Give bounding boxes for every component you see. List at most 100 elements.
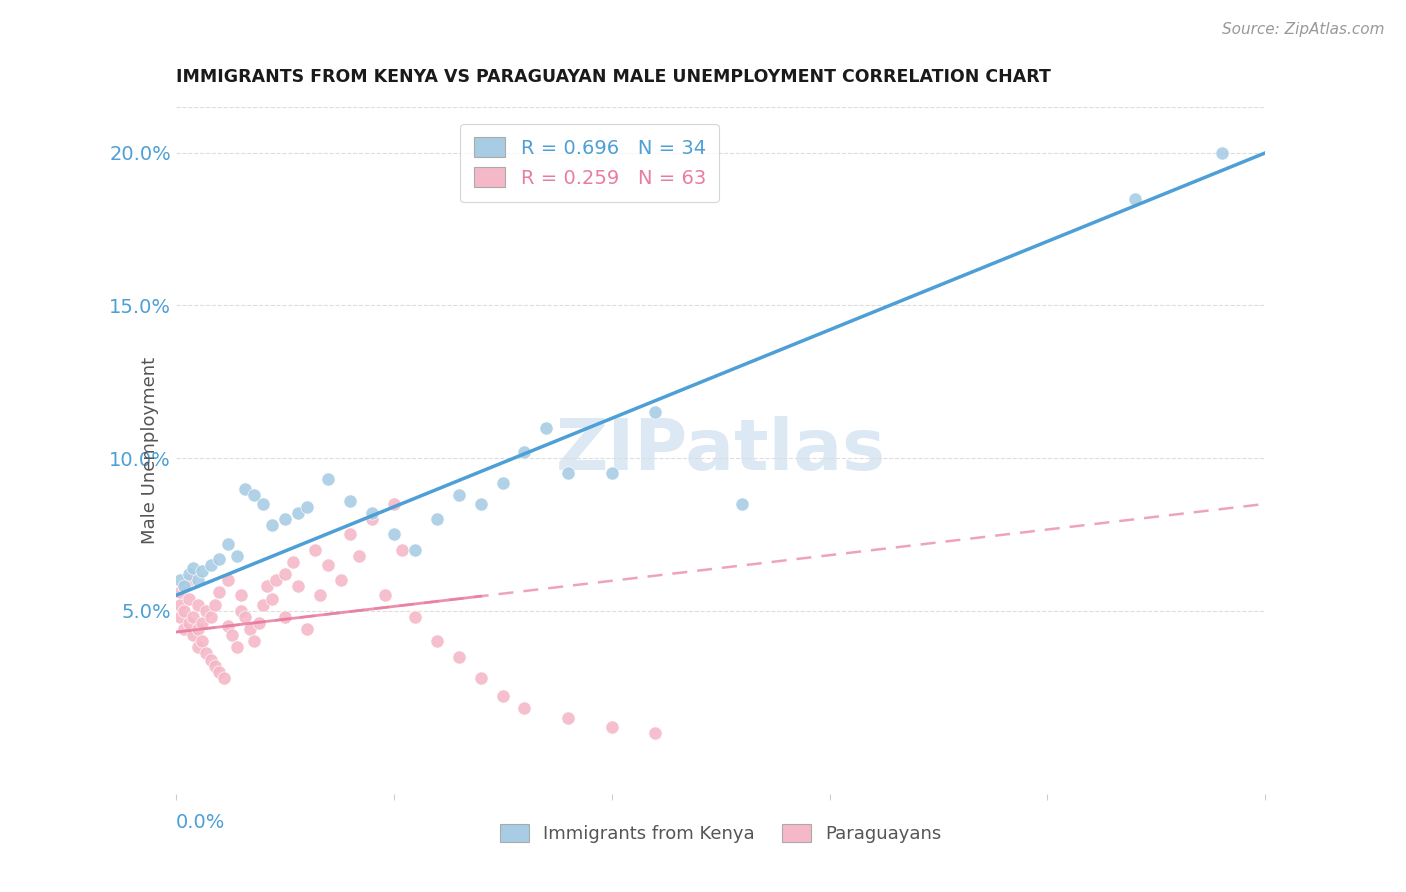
Point bbox=[252, 598, 274, 612]
Point bbox=[177, 591, 200, 606]
Point bbox=[186, 598, 209, 612]
Point bbox=[360, 512, 382, 526]
Point bbox=[243, 488, 266, 502]
Point bbox=[339, 527, 361, 541]
Text: IMMIGRANTS FROM KENYA VS PARAGUAYAN MALE UNEMPLOYMENT CORRELATION CHART: IMMIGRANTS FROM KENYA VS PARAGUAYAN MALE… bbox=[176, 68, 1050, 86]
Point bbox=[173, 579, 195, 593]
Point bbox=[191, 634, 214, 648]
Point bbox=[274, 610, 297, 624]
Point bbox=[221, 628, 243, 642]
Text: 0.0%: 0.0% bbox=[176, 814, 225, 832]
Point bbox=[534, 420, 557, 434]
Point bbox=[260, 591, 283, 606]
Point bbox=[252, 497, 274, 511]
Point bbox=[318, 558, 340, 572]
Point bbox=[513, 701, 536, 715]
Y-axis label: Male Unemployment: Male Unemployment bbox=[141, 357, 159, 544]
Point bbox=[391, 542, 413, 557]
Point bbox=[191, 564, 214, 578]
Point bbox=[191, 615, 214, 630]
Point bbox=[200, 652, 222, 666]
Point bbox=[243, 634, 266, 648]
Point bbox=[283, 555, 305, 569]
Point bbox=[347, 549, 370, 563]
Text: ZIPatlas: ZIPatlas bbox=[555, 416, 886, 485]
Point bbox=[470, 497, 492, 511]
Point bbox=[177, 567, 200, 582]
Point bbox=[217, 573, 239, 587]
Point bbox=[208, 551, 231, 566]
Point bbox=[405, 610, 427, 624]
Point bbox=[405, 542, 427, 557]
Point bbox=[181, 561, 204, 575]
Point bbox=[382, 527, 405, 541]
Point bbox=[177, 615, 200, 630]
Point bbox=[557, 467, 579, 481]
Point bbox=[204, 658, 226, 673]
Point bbox=[231, 589, 253, 603]
Point bbox=[239, 622, 262, 636]
Point bbox=[217, 536, 239, 550]
Point bbox=[318, 473, 340, 487]
Point bbox=[600, 720, 623, 734]
Point bbox=[200, 610, 222, 624]
Point bbox=[1211, 145, 1233, 160]
Point bbox=[470, 671, 492, 685]
Point bbox=[295, 500, 318, 514]
Point bbox=[447, 649, 470, 664]
Point bbox=[225, 549, 247, 563]
Point bbox=[231, 604, 253, 618]
Point bbox=[644, 726, 666, 740]
Point bbox=[426, 634, 449, 648]
Point bbox=[186, 640, 209, 655]
Point bbox=[173, 579, 195, 593]
Point bbox=[295, 622, 318, 636]
Point bbox=[177, 573, 200, 587]
Point bbox=[235, 610, 257, 624]
Point bbox=[169, 610, 191, 624]
Point bbox=[287, 506, 309, 520]
Point bbox=[339, 493, 361, 508]
Point bbox=[513, 445, 536, 459]
Point bbox=[600, 467, 623, 481]
Point bbox=[181, 610, 204, 624]
Point bbox=[330, 573, 353, 587]
Point bbox=[492, 689, 515, 703]
Point bbox=[235, 482, 257, 496]
Point bbox=[256, 579, 278, 593]
Point bbox=[169, 573, 191, 587]
Point bbox=[382, 497, 405, 511]
Point bbox=[308, 589, 330, 603]
Point bbox=[225, 640, 247, 655]
Point bbox=[195, 647, 218, 661]
Point bbox=[304, 542, 326, 557]
Point bbox=[173, 604, 195, 618]
Point bbox=[1123, 192, 1146, 206]
Point bbox=[731, 497, 754, 511]
Point bbox=[212, 671, 235, 685]
Point bbox=[169, 598, 191, 612]
Point bbox=[200, 558, 222, 572]
Point bbox=[274, 567, 297, 582]
Point bbox=[195, 604, 218, 618]
Point bbox=[374, 589, 396, 603]
Point bbox=[181, 628, 204, 642]
Point bbox=[217, 619, 239, 633]
Legend: Immigrants from Kenya, Paraguayans: Immigrants from Kenya, Paraguayans bbox=[492, 816, 949, 850]
Point bbox=[447, 488, 470, 502]
Text: Source: ZipAtlas.com: Source: ZipAtlas.com bbox=[1222, 22, 1385, 37]
Point bbox=[260, 518, 283, 533]
Point bbox=[186, 573, 209, 587]
Point bbox=[169, 585, 191, 599]
Point bbox=[274, 512, 297, 526]
Point bbox=[247, 615, 270, 630]
Point bbox=[186, 622, 209, 636]
Point bbox=[287, 579, 309, 593]
Point bbox=[173, 622, 195, 636]
Point bbox=[264, 573, 287, 587]
Point bbox=[208, 665, 231, 679]
Point bbox=[492, 475, 515, 490]
Point bbox=[426, 512, 449, 526]
Point bbox=[360, 506, 382, 520]
Point bbox=[208, 585, 231, 599]
